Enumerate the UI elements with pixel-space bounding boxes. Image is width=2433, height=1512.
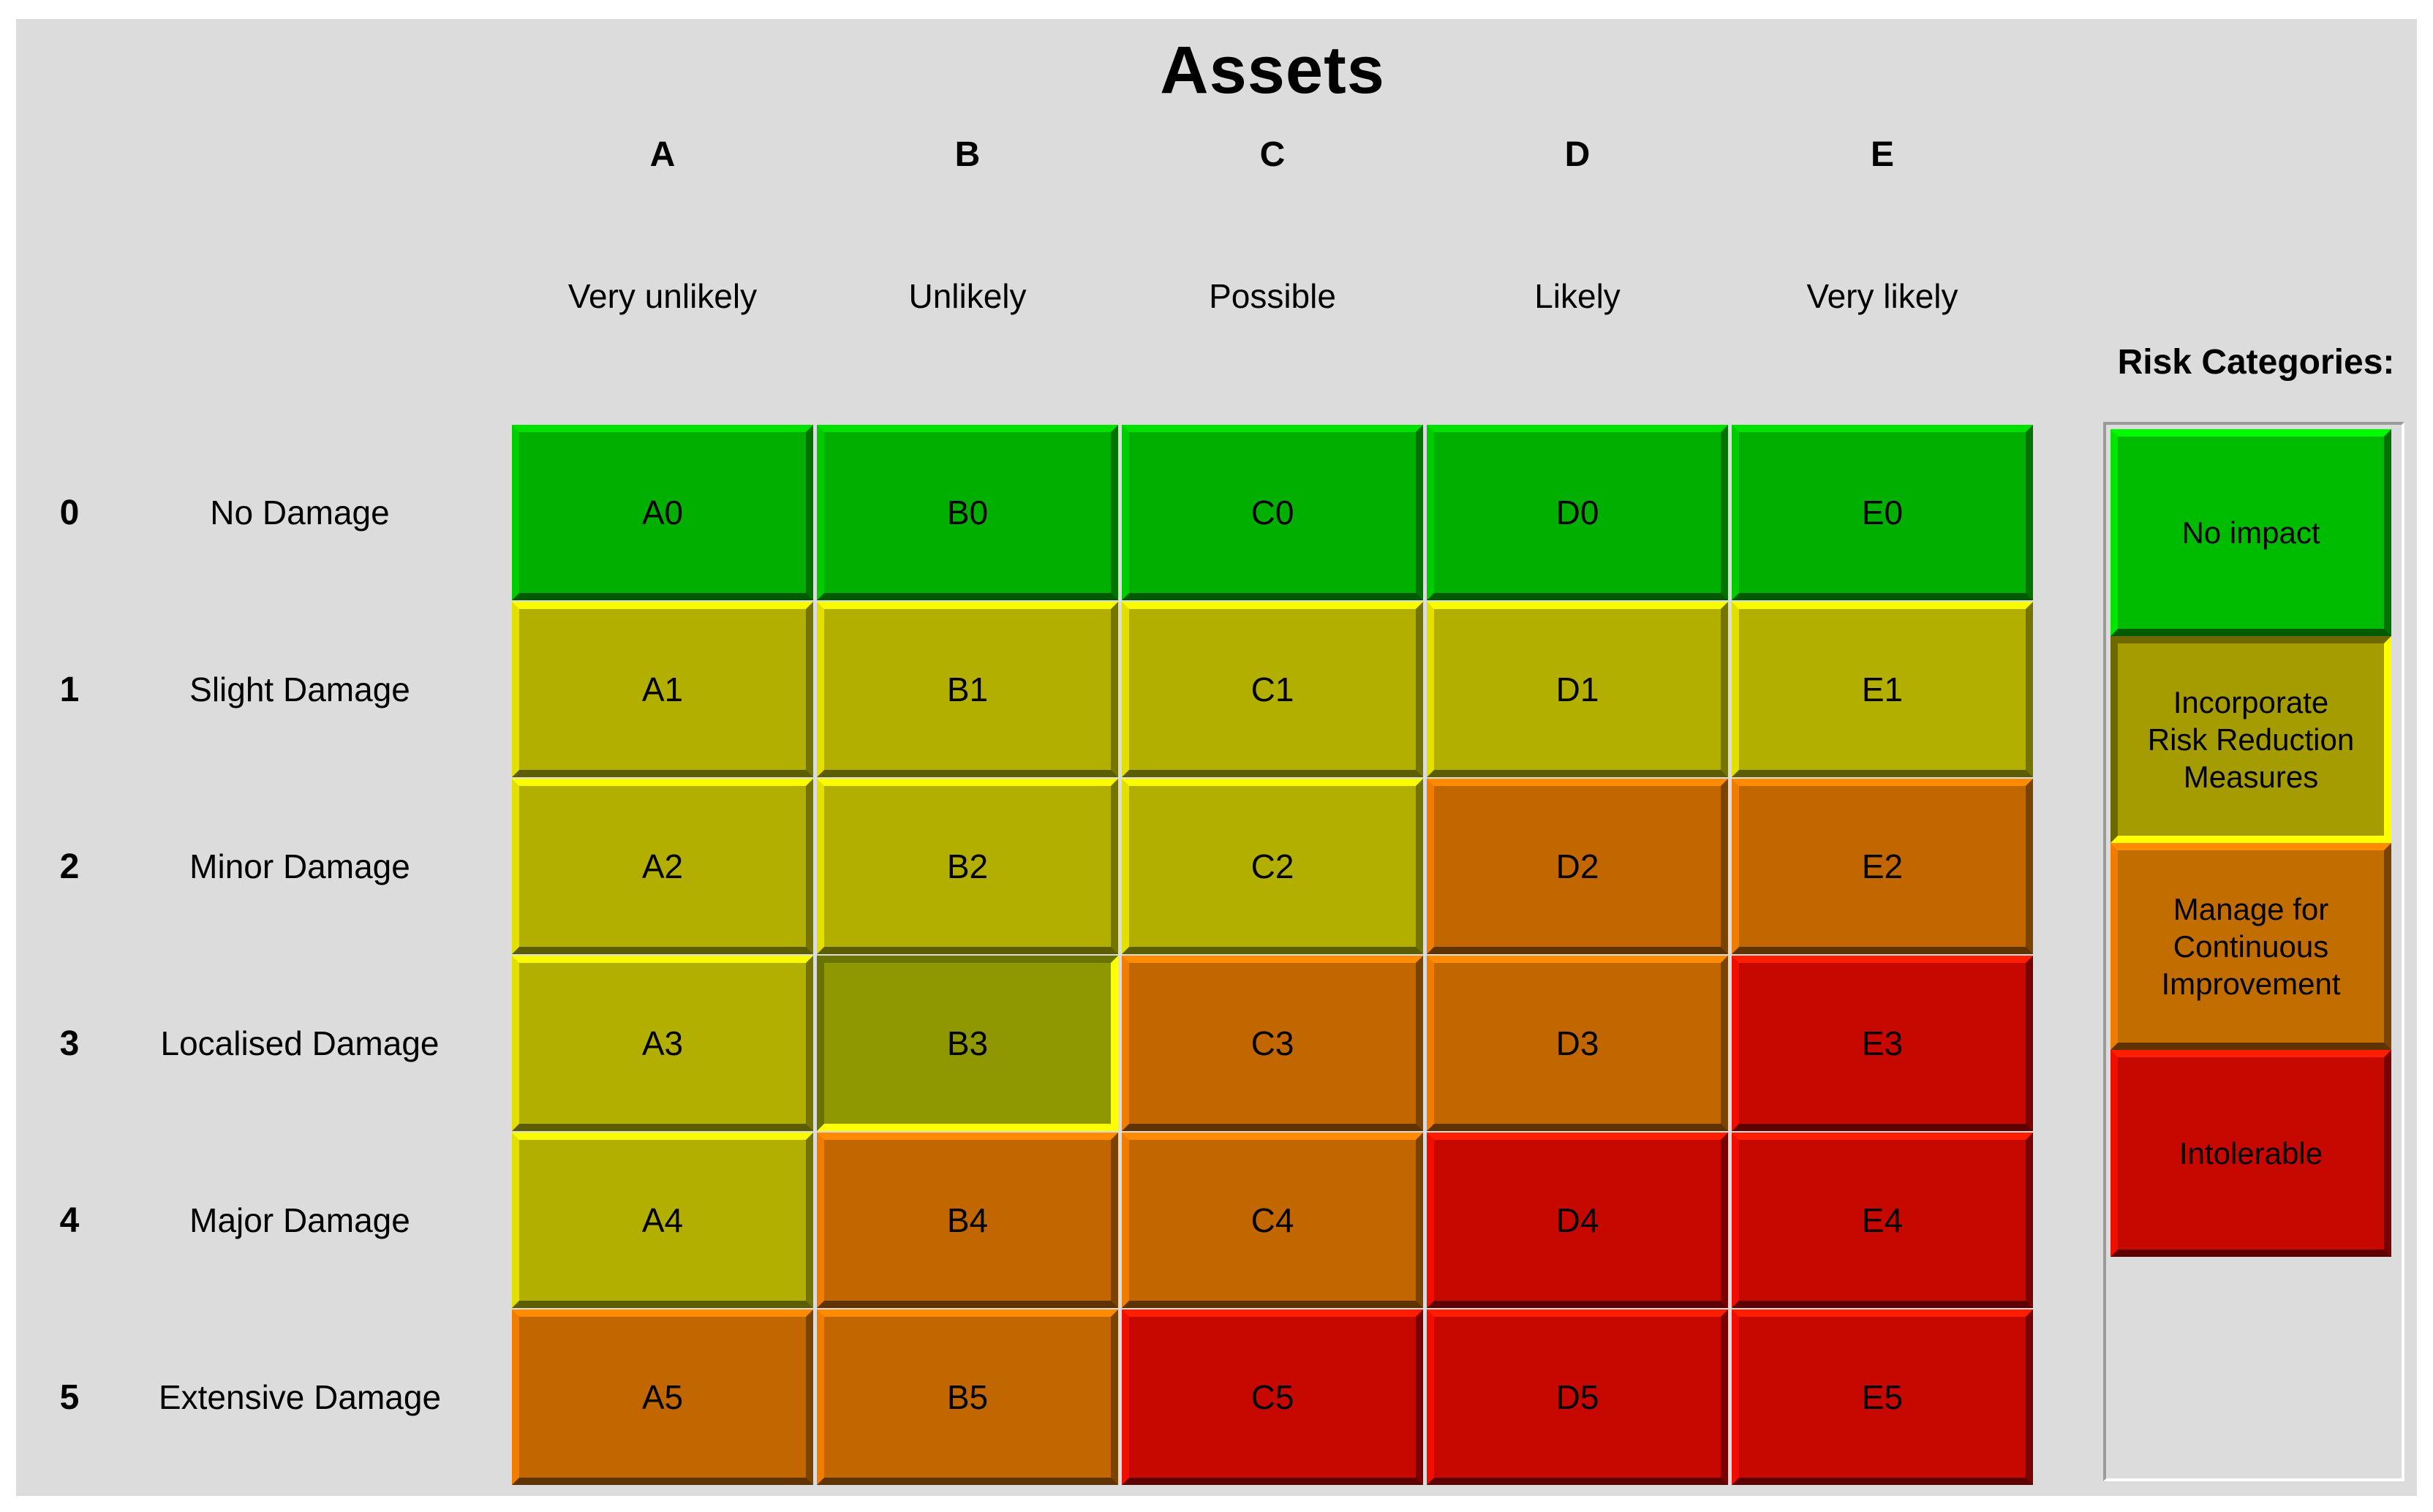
cell-B0[interactable]: B0 [817, 425, 1118, 600]
legend-item-no-impact: No impact [2111, 429, 2391, 636]
column-letter-D: D [1564, 135, 1591, 174]
cell-B4[interactable]: B4 [817, 1133, 1118, 1308]
legend-item-label: Improvement [2161, 967, 2341, 1002]
cell-E5[interactable]: E5 [1732, 1309, 2033, 1485]
cell-E2[interactable]: E2 [1732, 779, 2033, 954]
column-letter-headers: A B C D E [512, 135, 2033, 175]
row-label-1: 1 Slight Damage [29, 602, 490, 777]
cell-B1[interactable]: B1 [817, 602, 1118, 777]
legend-item-label: Incorporate [2173, 684, 2329, 719]
column-letter-A: A [649, 135, 676, 174]
row-number-3: 3 [59, 1024, 80, 1063]
column-letter-C: C [1259, 135, 1286, 174]
row-label-2: 2 Minor Damage [29, 779, 490, 954]
cell-D4[interactable]: D4 [1427, 1133, 1728, 1308]
cell-C0[interactable]: C0 [1122, 425, 1423, 600]
row-number-4: 4 [59, 1201, 80, 1240]
row-label-0: 0 No Damage [29, 425, 490, 600]
row-label-4: 4 Major Damage [29, 1133, 490, 1308]
legend-item-label: Risk Reduction [2147, 722, 2355, 757]
row-severity-label-2: Minor Damage [189, 847, 410, 885]
cell-D1[interactable]: D1 [1427, 602, 1728, 777]
legend-item-intolerable: Intolerable [2111, 1050, 2391, 1257]
row-severity-label-4: Major Damage [189, 1201, 410, 1239]
row-severity-label-0: No Damage [210, 494, 390, 532]
column-likelihood-C: Possible [1209, 277, 1336, 315]
cell-C4[interactable]: C4 [1122, 1133, 1423, 1308]
cell-C5[interactable]: C5 [1122, 1309, 1423, 1485]
cell-A0[interactable]: A0 [512, 425, 813, 600]
legend-panel: No impact Incorporate Risk Reduction Measur… [2103, 422, 2404, 1481]
legend-item-label: No impact [2181, 515, 2320, 550]
row-label-3: 3 Localised Damage [29, 956, 490, 1131]
column-likelihood-D: Likely [1534, 277, 1621, 315]
cell-B5[interactable]: B5 [817, 1309, 1118, 1485]
row-number-2: 2 [59, 847, 80, 886]
row-severity-label-1: Slight Damage [189, 670, 410, 708]
legend-item-incorporate-risk-reduction-measures: Incorporate Risk Reduction Measures [2111, 636, 2391, 843]
cell-B2[interactable]: B2 [817, 779, 1118, 954]
cell-C1[interactable]: C1 [1122, 602, 1423, 777]
cell-D3[interactable]: D3 [1427, 956, 1728, 1131]
row-number-5: 5 [59, 1377, 80, 1417]
cell-B3[interactable]: B3 [817, 956, 1118, 1131]
cell-D0[interactable]: D0 [1427, 425, 1728, 600]
cell-A2[interactable]: A2 [512, 779, 813, 954]
cell-E3[interactable]: E3 [1732, 956, 2033, 1131]
cell-A4[interactable]: A4 [512, 1133, 813, 1308]
column-letter-B: B [954, 135, 981, 174]
cell-C3[interactable]: C3 [1122, 956, 1423, 1131]
cell-D2[interactable]: D2 [1427, 779, 1728, 954]
cell-E0[interactable]: E0 [1732, 425, 2033, 600]
page-title: Assets [1160, 33, 1385, 107]
legend-item-label: Intolerable [2179, 1135, 2323, 1171]
cell-A3[interactable]: A3 [512, 956, 813, 1131]
cell-A1[interactable]: A1 [512, 602, 813, 777]
cell-A5[interactable]: A5 [512, 1309, 813, 1485]
row-severity-label-3: Localised Damage [160, 1024, 440, 1062]
legend-item-label: Measures [2183, 760, 2319, 795]
row-number-0: 0 [59, 493, 80, 532]
risk-matrix-canvas: Assets A B C D E Very unlikely Unlikely Possib… [16, 19, 2417, 1496]
row-label-5: 5 Extensive Damage [29, 1309, 490, 1485]
cell-C2[interactable]: C2 [1122, 779, 1423, 954]
legend-item-manage-for-continuous-improvement: Manage for Continuous Improvement [2111, 843, 2391, 1050]
row-labels: 0 No Damage 1 Slight Damage 2 Minor Damage 3 Lo… [29, 425, 490, 1485]
legend-item-label: Continuous [2173, 929, 2329, 964]
column-likelihood-A: Very unlikely [567, 277, 758, 315]
legend-title: Risk Categories: [2117, 343, 2395, 382]
row-number-1: 1 [59, 670, 80, 709]
cell-E4[interactable]: E4 [1732, 1133, 2033, 1308]
risk-matrix-grid: A0 B0 C0 D0 E0 A1 B1 C1 D1 E1 A2 B2 C2 D2 E2 A3 B3 C3 D3 E3… [512, 425, 2033, 1485]
cell-D5[interactable]: D5 [1427, 1309, 1728, 1485]
row-severity-label-5: Extensive Damage [158, 1378, 442, 1416]
column-letter-E: E [1870, 135, 1894, 174]
column-likelihood-B: Unlikely [908, 277, 1027, 315]
legend-item-label: Manage for [2173, 891, 2329, 926]
column-likelihood-E: Very likely [1806, 277, 1958, 315]
column-likelihood-headers: Very unlikely Unlikely Possible Likely Very … [512, 276, 2033, 316]
cell-E1[interactable]: E1 [1732, 602, 2033, 777]
